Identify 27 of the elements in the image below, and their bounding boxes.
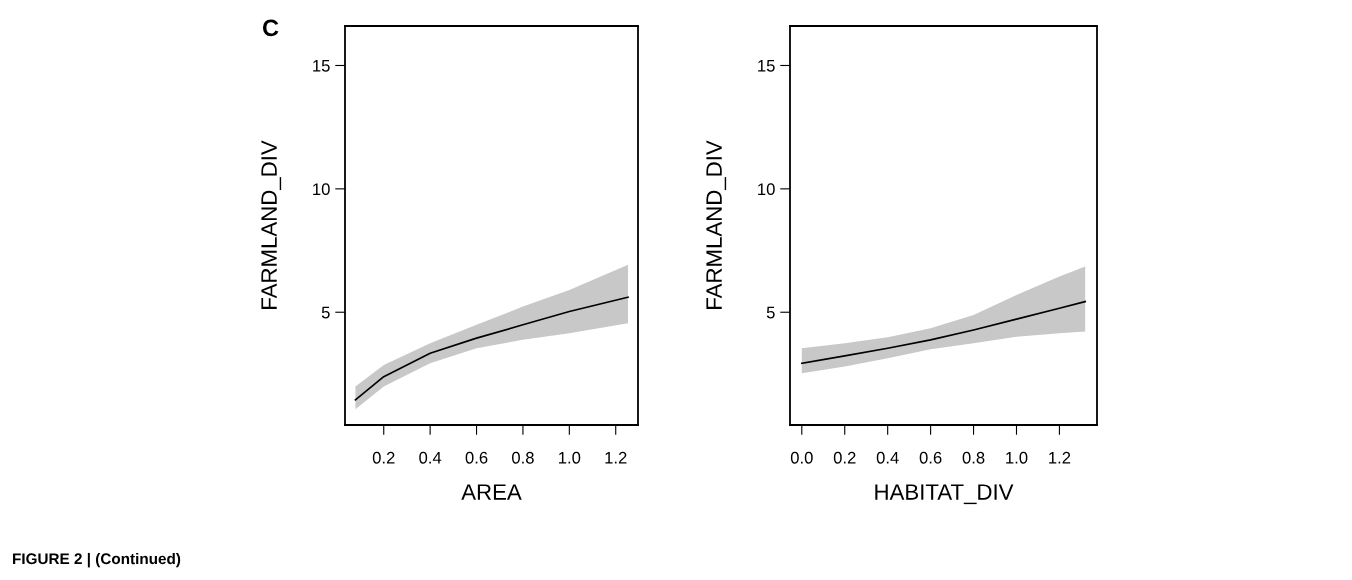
y-tick-label: 15 xyxy=(758,60,775,72)
line-series xyxy=(354,296,629,401)
x-tick-label: 0.8 xyxy=(962,451,985,464)
x-tick-label: 0.4 xyxy=(419,451,442,464)
y-axis-title: FARMLAND_DIV xyxy=(261,140,282,309)
x-tick-label: 0.0 xyxy=(790,451,813,464)
x-tick-label: 1.0 xyxy=(559,451,581,464)
y-tick-label: 5 xyxy=(321,306,330,319)
x-tick-label: 1.2 xyxy=(605,451,627,464)
x-tick-label: 1.2 xyxy=(1049,451,1071,464)
y-tick-label: 10 xyxy=(758,183,775,196)
x-tick-label: 0.2 xyxy=(372,451,395,464)
x-tick-label: 0.8 xyxy=(512,451,534,464)
line-series xyxy=(800,300,1087,365)
x-axis-title: AREA xyxy=(461,484,522,500)
y-axis-title: FARMLAND_DIV xyxy=(706,140,727,309)
caption: FIGURE 2 | (Continued) xyxy=(13,552,181,568)
text: C xyxy=(262,19,279,37)
y-tick-label: 5 xyxy=(766,306,775,319)
x-axis-title: HABITAT_DIV xyxy=(875,484,1014,505)
y-tick-label: 10 xyxy=(313,183,330,196)
x-tick-label: 0.2 xyxy=(833,451,856,464)
x-tick-label: 0.4 xyxy=(876,451,899,464)
x-tick-label: 1.0 xyxy=(1006,451,1028,464)
x-tick-label: 0.6 xyxy=(919,451,942,464)
y-tick-label: 15 xyxy=(313,60,330,72)
x-tick-label: 0.6 xyxy=(465,451,488,464)
